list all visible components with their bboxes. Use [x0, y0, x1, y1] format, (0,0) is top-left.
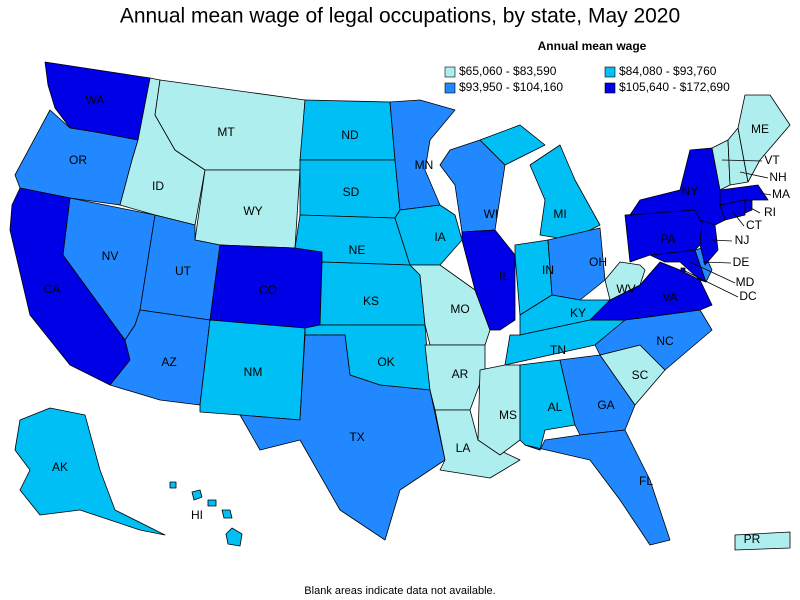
state-label: WV [616, 282, 635, 296]
state-label: KY [570, 306, 586, 320]
state [529, 144, 601, 241]
state-label: NJ [735, 233, 750, 247]
state [589, 261, 713, 321]
state [479, 124, 546, 166]
state-label: WY [243, 204, 262, 218]
state-label: NH [769, 170, 786, 184]
state [191, 489, 203, 501]
states: WA OR CA NV ID MT WY UT CO AZ NM ND SD NE KS OK TX MN IA MO… [9, 61, 791, 551]
state [461, 229, 516, 331]
state [744, 199, 753, 214]
state-label: CO [259, 283, 277, 297]
state [394, 204, 463, 266]
legend-title: Annual mean wage [538, 39, 647, 53]
state [719, 184, 769, 206]
state-label: NV [102, 249, 119, 263]
state [604, 261, 646, 301]
leader-line [689, 261, 736, 284]
state-label: VA [662, 290, 677, 304]
leader-line [739, 171, 769, 179]
state-label: LA [456, 441, 471, 455]
state-label: UT [175, 264, 192, 278]
state [14, 407, 166, 536]
state-label: AZ [161, 355, 176, 369]
leader-line [702, 261, 732, 264]
state-label: SC [632, 368, 649, 382]
state-label: CT [746, 218, 763, 232]
state-label: MD [736, 275, 755, 289]
state-label: MN [415, 158, 434, 172]
state-label: MI [553, 207, 566, 221]
legend-label: $65,060 - $83,590 [459, 64, 557, 78]
state-label: AK [52, 460, 68, 474]
legend: $65,060 - $83,590 $84,080 - $93,760 $93,95… [444, 64, 730, 94]
state [221, 509, 233, 519]
state [239, 334, 446, 541]
state-label: MO [450, 302, 469, 316]
leader-line [732, 211, 745, 227]
state-label: NM [244, 365, 263, 379]
state-label: MS [499, 408, 517, 422]
state [737, 94, 791, 183]
state-label: PR [744, 532, 761, 546]
state-label: NC [656, 334, 674, 348]
state-label: CA [44, 282, 61, 296]
state [169, 481, 177, 489]
legend-label: $93,950 - $104,160 [459, 80, 563, 94]
state [389, 99, 456, 211]
state-label: OH [589, 255, 607, 269]
state-label: DC [739, 289, 757, 303]
leader-line [711, 239, 733, 242]
state [547, 227, 606, 301]
leader-line [748, 206, 761, 214]
state-label: PA [660, 232, 675, 246]
state-label: AL [548, 400, 563, 414]
state-label: OK [377, 355, 394, 369]
state-label: HI [191, 508, 203, 522]
state-label: ME [751, 122, 769, 136]
state-label: AR [452, 367, 469, 381]
legend-label: $84,080 - $93,760 [619, 64, 717, 78]
state-label: ID [152, 179, 164, 193]
state-label: GA [597, 398, 614, 412]
state-label: TN [550, 343, 566, 357]
leader-line [721, 159, 763, 162]
state [694, 247, 713, 283]
state-label: SD [343, 185, 360, 199]
state-label: VT [764, 153, 780, 167]
state-label: MT [217, 125, 235, 139]
legend-swatch [444, 66, 456, 78]
state-label: DE [733, 255, 750, 269]
state [434, 409, 521, 479]
state-label: NE [349, 243, 366, 257]
state-label: TX [349, 430, 364, 444]
state-label: MA [772, 187, 790, 201]
state [524, 429, 671, 546]
state-label: IA [434, 230, 445, 244]
legend-label: $105,640 - $172,690 [619, 80, 730, 94]
state-label: RI [764, 205, 776, 219]
state [225, 527, 243, 547]
state [207, 499, 217, 507]
state-label: FL [639, 474, 653, 488]
state-label: WI [484, 207, 499, 221]
legend-swatch [604, 82, 616, 94]
legend-swatch [444, 82, 456, 94]
state-label: IL [499, 269, 509, 283]
footnote: Blank areas indicate data not available. [304, 585, 495, 597]
leader-line [682, 269, 739, 298]
legend-swatch [604, 66, 616, 78]
leader-line [759, 192, 772, 196]
state-label: KS [363, 294, 379, 308]
state-label: OR [69, 153, 87, 167]
state [734, 531, 791, 551]
state-label: NY [682, 184, 699, 198]
map-title: Annual mean wage of legal occupations, b… [120, 5, 680, 28]
state-label: ND [341, 128, 359, 142]
state-label: WA [86, 93, 105, 107]
state-label: IN [542, 263, 554, 277]
